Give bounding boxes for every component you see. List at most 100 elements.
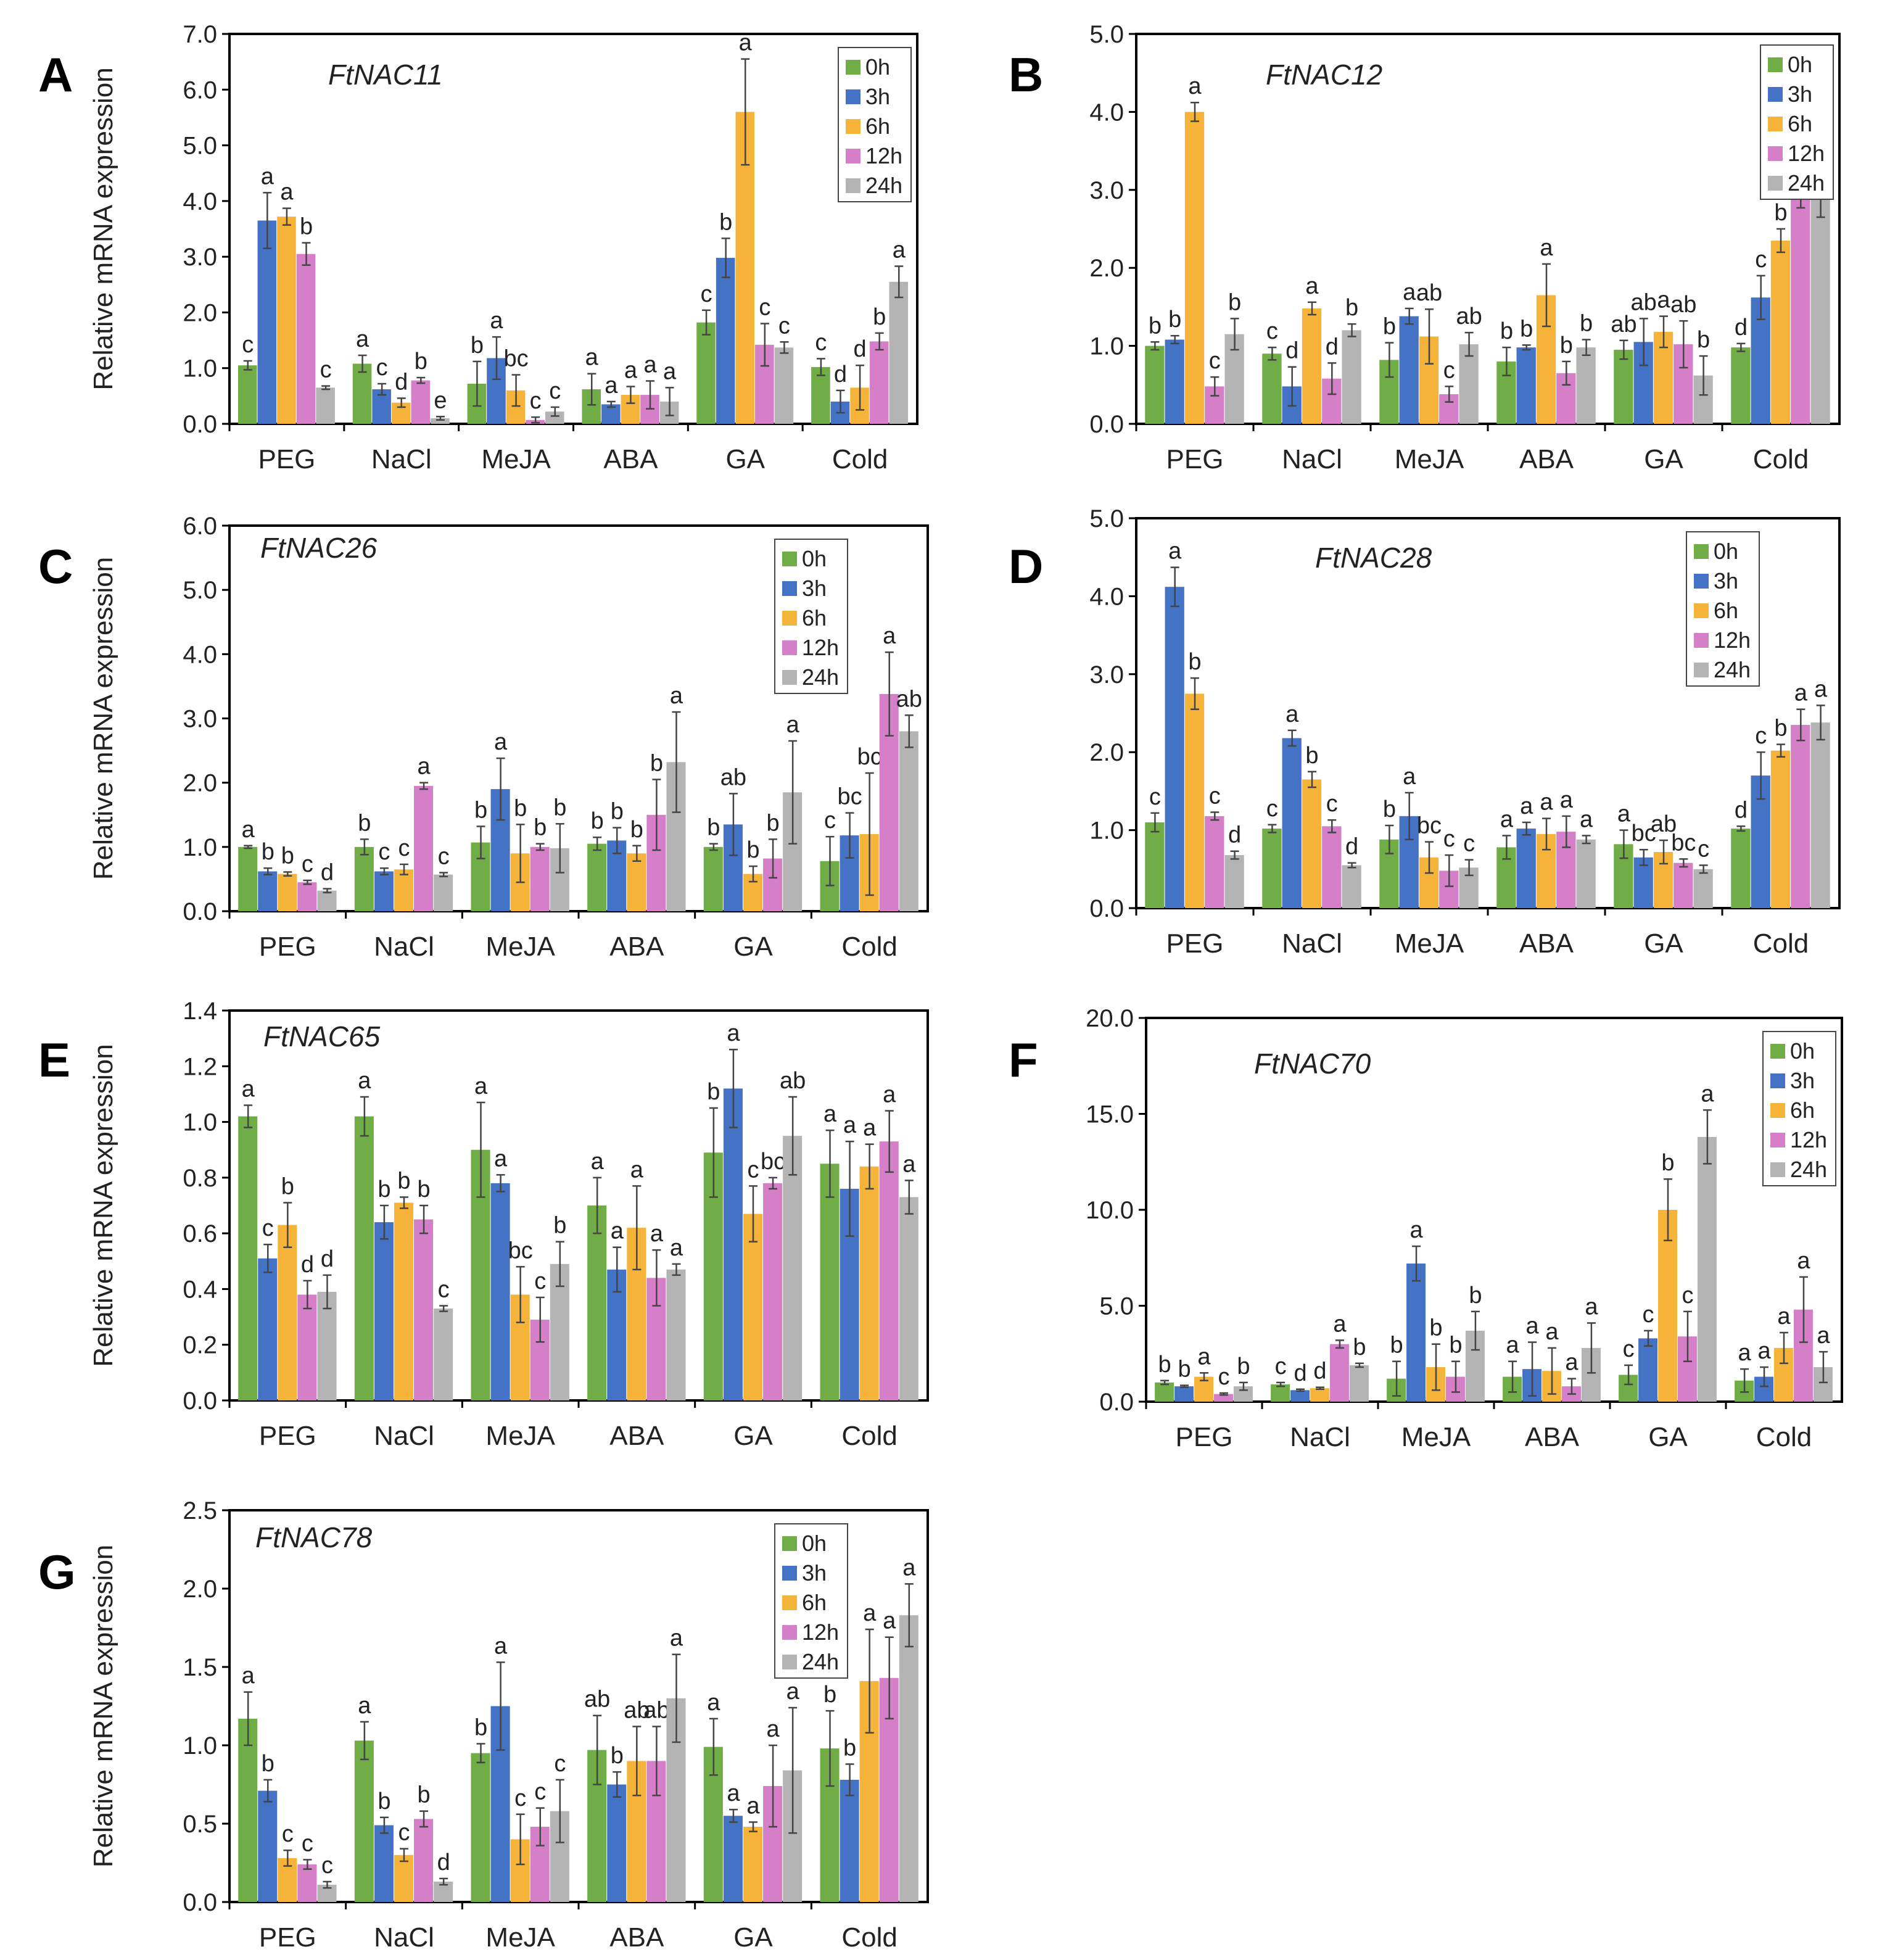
bar-meja-3h bbox=[1399, 316, 1419, 424]
bar-peg-3h bbox=[258, 1790, 278, 1902]
significance-letter: c bbox=[438, 844, 450, 870]
significance-letter: a bbox=[1403, 279, 1416, 305]
bar-peg-3h bbox=[257, 220, 277, 424]
legend-swatch-12h bbox=[782, 1625, 797, 1640]
significance-letter: ab bbox=[1416, 280, 1442, 306]
y-tick-label: 5.0 bbox=[183, 577, 217, 604]
legend-label-0h: 0h bbox=[1790, 1038, 1815, 1064]
y-tick-label: 1.0 bbox=[183, 1732, 217, 1759]
significance-letter: b bbox=[397, 1168, 410, 1194]
significance-letter: ab bbox=[780, 1068, 806, 1094]
legend-swatch-0h bbox=[846, 60, 861, 75]
legend-label-3h: 3h bbox=[802, 1560, 827, 1586]
significance-letter: a bbox=[624, 358, 638, 384]
significance-letter: c bbox=[1266, 796, 1278, 822]
significance-letter: c bbox=[815, 329, 827, 355]
significance-letter: c bbox=[748, 1157, 759, 1183]
significance-letter: c bbox=[1266, 318, 1278, 344]
bar-cold-24h bbox=[1810, 197, 1830, 424]
y-tick-label: 15.0 bbox=[1086, 1101, 1134, 1128]
x-tick-label: Cold bbox=[841, 1922, 898, 1953]
y-tick-label: 4.0 bbox=[183, 641, 217, 668]
y-tick-label: 4.0 bbox=[1089, 583, 1124, 610]
x-tick-label: MeJA bbox=[485, 932, 555, 962]
y-tick-label: 0.0 bbox=[1089, 895, 1124, 922]
significance-letter: a bbox=[261, 163, 274, 189]
x-tick-label: PEG bbox=[258, 444, 315, 474]
significance-letter: c bbox=[282, 1821, 294, 1847]
x-tick-label: PEG bbox=[1166, 444, 1224, 474]
legend-swatch-0h bbox=[1768, 57, 1783, 72]
bar-peg-6h bbox=[1184, 693, 1205, 908]
bar-peg-0h bbox=[1145, 345, 1165, 424]
significance-letter: a bbox=[242, 817, 255, 843]
x-tick-label: MeJA bbox=[485, 1922, 555, 1953]
bar-peg-0h bbox=[238, 846, 258, 911]
bar-cold-0h bbox=[1731, 829, 1751, 908]
significance-letter: c bbox=[398, 1820, 410, 1846]
bar-ga-12h bbox=[1674, 862, 1693, 908]
x-tick-label: GA bbox=[725, 444, 765, 474]
significance-letter: b bbox=[418, 1176, 431, 1202]
panel-letter: G bbox=[38, 1545, 76, 1599]
significance-letter: d bbox=[1286, 338, 1298, 364]
significance-letter: a bbox=[242, 1076, 255, 1102]
legend-label-3h: 3h bbox=[1790, 1068, 1815, 1093]
legend-label-12h: 12h bbox=[1790, 1127, 1827, 1152]
legend-swatch-3h bbox=[1768, 87, 1783, 102]
legend-label-0h: 0h bbox=[1788, 52, 1812, 77]
significance-letter: d bbox=[321, 860, 334, 886]
y-tick-label: 0.8 bbox=[183, 1165, 217, 1192]
bar-nacl-24h bbox=[434, 874, 453, 911]
bar-peg-24h bbox=[316, 387, 335, 424]
significance-letter: b bbox=[1383, 796, 1396, 822]
significance-letter: d bbox=[1294, 1360, 1306, 1386]
bar-peg-6h bbox=[277, 217, 296, 424]
bar-nacl-3h bbox=[374, 871, 394, 911]
significance-letter: b bbox=[1305, 743, 1318, 769]
bar-peg-0h bbox=[237, 365, 257, 424]
legend-swatch-24h bbox=[782, 1655, 797, 1669]
significance-letter: c bbox=[1209, 348, 1221, 374]
significance-letter: a bbox=[605, 373, 618, 399]
y-tick-label: 4.0 bbox=[1089, 99, 1124, 126]
significance-letter: a bbox=[494, 729, 508, 755]
significance-letter: b bbox=[1429, 1315, 1442, 1341]
significance-letter: d bbox=[1313, 1358, 1326, 1384]
significance-letter: a bbox=[494, 1146, 508, 1172]
y-tick-label: 0.0 bbox=[183, 1889, 217, 1916]
x-tick-label: GA bbox=[1644, 444, 1683, 474]
significance-letter: a bbox=[1540, 235, 1553, 261]
significance-letter: ab bbox=[1456, 304, 1482, 329]
significance-letter: a bbox=[883, 1082, 896, 1108]
y-tick-label: 1.0 bbox=[183, 355, 217, 382]
x-tick-label: Cold bbox=[841, 1421, 898, 1451]
bar-ga-0h bbox=[1614, 349, 1633, 424]
bar-nacl-6h bbox=[1302, 779, 1322, 908]
bar-nacl-12h bbox=[1322, 826, 1342, 908]
legend-label-0h: 0h bbox=[865, 54, 890, 80]
significance-letter: c bbox=[1443, 826, 1455, 852]
bar-cold-24h bbox=[899, 731, 918, 911]
significance-letter: bc bbox=[1417, 813, 1442, 839]
bar-peg-12h bbox=[296, 254, 316, 424]
x-tick-label: NaCl bbox=[374, 932, 434, 962]
significance-letter: a bbox=[727, 1780, 740, 1806]
bar-nacl-0h bbox=[354, 846, 374, 911]
significance-letter: c bbox=[302, 1830, 313, 1856]
bar-cold-6h bbox=[1770, 750, 1791, 908]
bar-ga-24h bbox=[783, 1136, 803, 1400]
legend-swatch-0h bbox=[1694, 544, 1709, 559]
bar-nacl-0h bbox=[1262, 829, 1282, 908]
significance-letter: b bbox=[1178, 1357, 1191, 1383]
bar-ga-3h bbox=[1638, 1338, 1658, 1402]
significance-letter: c bbox=[1218, 1364, 1229, 1390]
legend-label-24h: 24h bbox=[802, 1649, 839, 1674]
legend-swatch-6h bbox=[782, 611, 797, 626]
significance-letter: c bbox=[302, 851, 313, 877]
significance-letter: d bbox=[1735, 797, 1748, 823]
significance-letter: a bbox=[643, 352, 657, 378]
bar-peg-12h bbox=[297, 1864, 317, 1902]
significance-letter: a bbox=[1333, 1311, 1347, 1337]
legend-label-0h: 0h bbox=[802, 546, 827, 571]
